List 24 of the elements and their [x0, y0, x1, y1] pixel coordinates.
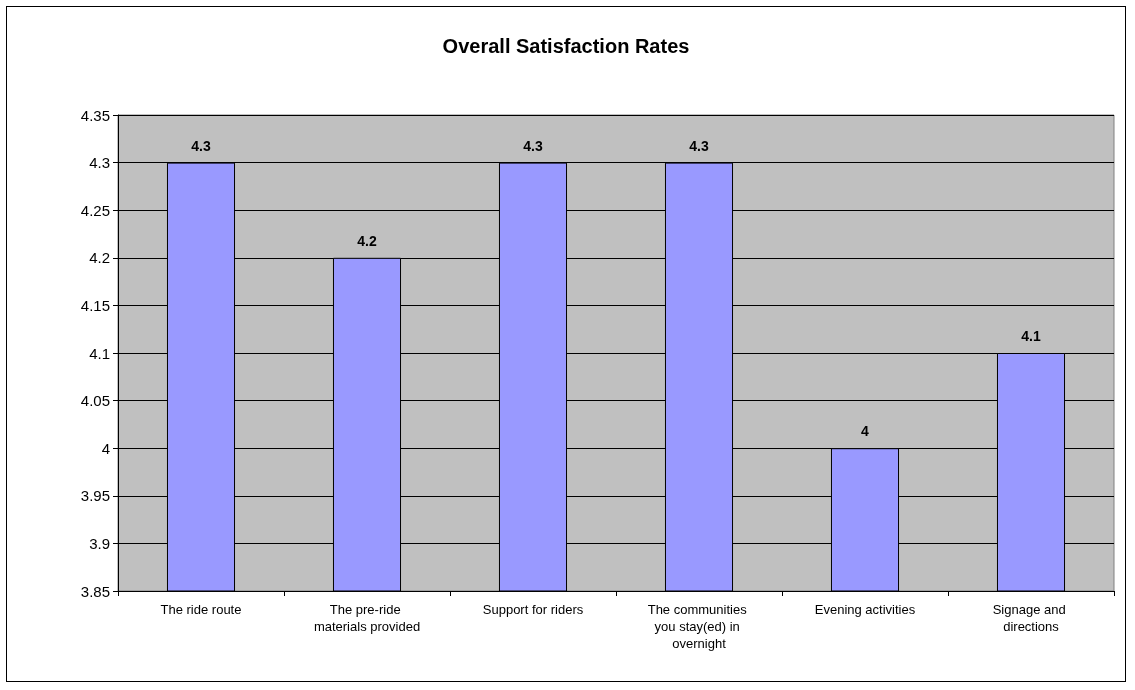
y-tick-label: 4.15: [80, 296, 110, 314]
y-tick-label: 4.05: [80, 392, 110, 410]
y-tick-label: 4.3: [89, 154, 110, 172]
y-tick-label: 4.35: [80, 106, 110, 124]
data-label: 4.3: [689, 137, 709, 154]
y-tick-label: 3.85: [80, 582, 110, 600]
data-label: 4.3: [523, 137, 543, 154]
data-label: 4: [861, 423, 870, 440]
x-tick-label: Evening activities: [814, 602, 916, 617]
y-tick-label: 4.1: [89, 344, 110, 362]
x-tick-label: Support for riders: [482, 602, 584, 617]
data-label: 4.1: [1021, 328, 1041, 344]
x-tick-label: The pre-ride materials provided: [313, 602, 421, 634]
y-tick-label: 4: [101, 439, 110, 457]
data-label: 4.2: [357, 232, 377, 249]
x-tick-label: The ride route: [160, 602, 242, 617]
data-label: 4.3: [191, 137, 211, 154]
chart-title: Overall Satisfaction Rates: [442, 35, 690, 57]
y-tick-label: 4.2: [89, 249, 110, 267]
x-tick-label: The communities you stay(ed) in overnight: [647, 602, 751, 651]
x-tick-label: Signage and directions: [992, 602, 1070, 634]
y-tick-label: 3.9: [89, 534, 110, 552]
y-tick-label: 4.25: [80, 201, 110, 219]
y-tick-label: 3.95: [80, 487, 110, 505]
